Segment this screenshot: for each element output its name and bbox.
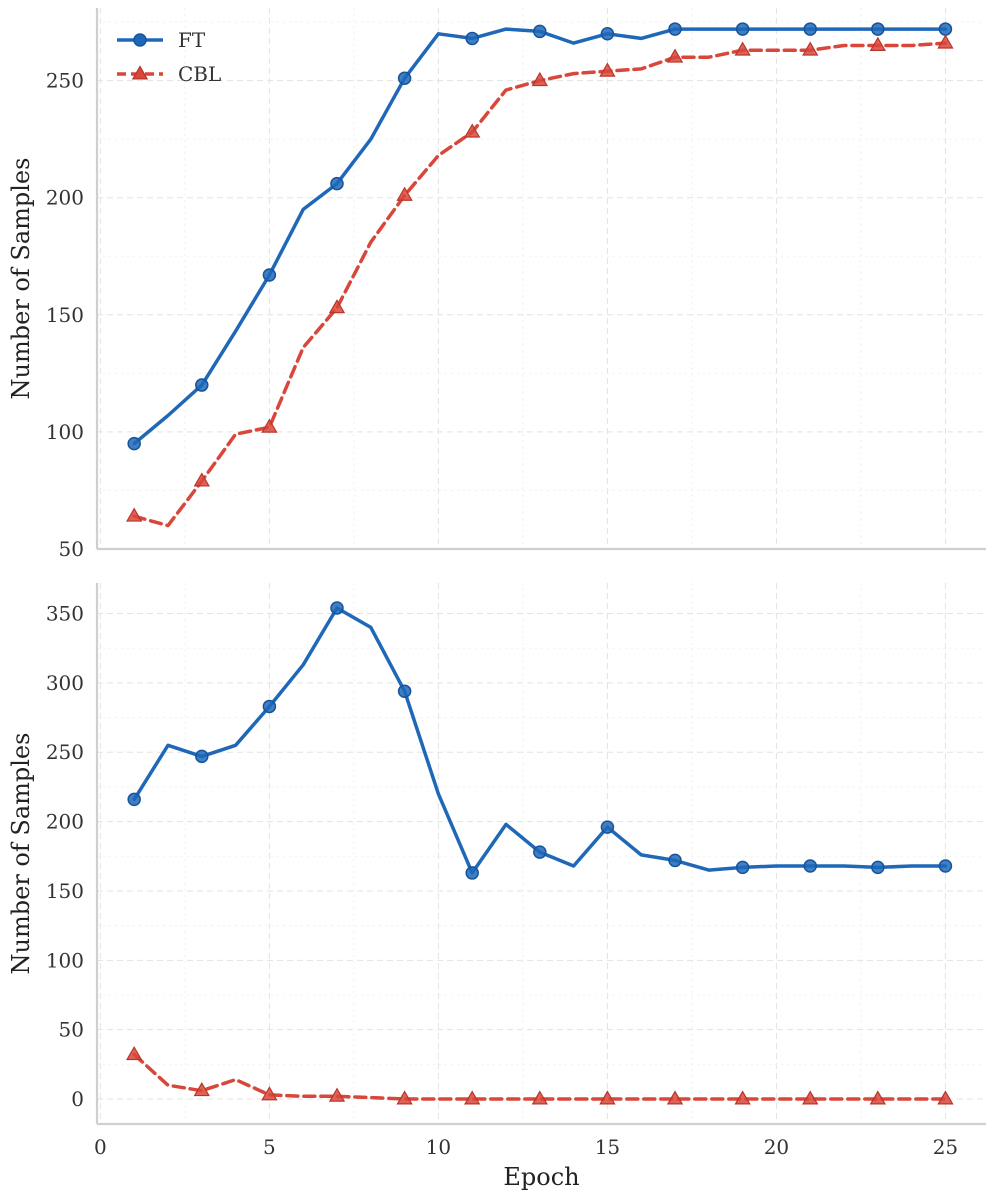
y-tick-label: 150: [46, 303, 84, 327]
data-point-ft: [735, 860, 750, 875]
data-point-cbl: [464, 123, 481, 138]
data-point-cbl: [396, 1090, 413, 1105]
y-tick-label: 0: [71, 1087, 84, 1111]
data-point-cbl: [734, 1090, 751, 1105]
legend: FT CBL: [117, 28, 221, 86]
data-point-cbl: [869, 1090, 886, 1105]
data-point-cbl: [193, 472, 210, 487]
series-cbl-panel2: [126, 1045, 954, 1105]
data-point-cbl: [666, 1090, 684, 1105]
data-point-ft: [803, 22, 817, 36]
y-tick-label: 300: [46, 671, 84, 695]
data-point-ft: [127, 792, 141, 807]
legend-label-ft: FT: [178, 28, 206, 52]
data-point-cbl: [802, 1090, 819, 1105]
data-point-ft: [465, 31, 479, 46]
data-point-ft: [668, 22, 682, 36]
data-point-ft: [600, 27, 615, 41]
y-axis-label: Number of Samples: [7, 733, 35, 975]
x-tick-label: 25: [933, 1135, 958, 1159]
data-point-cbl: [193, 1082, 210, 1097]
bottom-panel: 0 50 100 150 200 250 300 350 0 5 10 15 20 25 Epoch Numb…: [7, 583, 986, 1191]
data-point-ft: [668, 853, 682, 868]
data-point-ft: [397, 684, 412, 698]
x-tick-label: 0: [94, 1135, 107, 1159]
x-tick-label: 5: [263, 1135, 276, 1159]
x-tick-label: 10: [426, 1135, 451, 1159]
data-point-ft: [195, 749, 209, 764]
data-point-cbl: [734, 41, 751, 56]
y-tick-label: 100: [46, 420, 84, 444]
data-point-cbl: [396, 186, 413, 201]
y-tick-label: 200: [46, 186, 84, 210]
data-point-cbl: [937, 1090, 954, 1105]
series-ft-panel1: [127, 22, 953, 451]
data-point-ft: [871, 22, 885, 36]
legend-marker-cbl: [131, 65, 149, 80]
y-tick-label: 100: [46, 948, 84, 972]
data-point-ft: [533, 845, 547, 859]
data-point-cbl: [126, 1045, 143, 1061]
y-tick-label: 250: [46, 69, 84, 93]
data-point-cbl: [531, 1090, 548, 1105]
data-point-cbl: [599, 62, 616, 77]
y-tick-label: 250: [46, 740, 84, 764]
y-tick-label: 150: [46, 879, 84, 903]
y-tick-label: 50: [59, 537, 84, 561]
data-point-ft: [262, 268, 277, 282]
data-point-ft: [465, 866, 479, 880]
data-point-cbl: [937, 34, 954, 49]
series-cbl-panel1: [126, 34, 954, 528]
y-tick-label: 350: [46, 602, 84, 626]
data-point-cbl: [464, 1090, 481, 1105]
data-point-cbl: [126, 507, 143, 522]
x-axis-label: Epoch: [503, 1163, 579, 1191]
top-panel: 50 100 150 200 250 Number of Samples FT CBL: [7, 8, 986, 561]
x-tick-label: 20: [764, 1135, 789, 1159]
grid-panel1: [97, 8, 986, 550]
data-point-cbl: [599, 1090, 616, 1105]
data-point-ft: [533, 24, 547, 39]
legend-label-cbl: CBL: [178, 62, 221, 86]
data-point-ft: [803, 859, 817, 873]
data-point-ft: [262, 699, 277, 714]
data-point-cbl: [261, 1086, 278, 1101]
data-point-cbl: [869, 36, 886, 51]
data-point-ft: [735, 22, 750, 36]
data-point-cbl: [261, 418, 278, 433]
data-point-cbl: [328, 299, 346, 314]
data-point-cbl: [328, 1087, 346, 1102]
data-point-ft: [938, 859, 953, 873]
data-point-ft: [195, 378, 209, 392]
y-tick-label: 50: [59, 1018, 84, 1042]
x-tick-label: 15: [595, 1135, 620, 1159]
legend-marker-ft: [133, 33, 147, 47]
series-ft-panel2: [127, 601, 953, 880]
data-point-ft: [938, 22, 953, 36]
data-point-ft: [600, 820, 615, 834]
data-point-cbl: [802, 41, 819, 56]
series-line-ft: [132, 27, 948, 446]
data-point-ft: [330, 601, 344, 615]
data-point-ft: [397, 71, 412, 86]
y-tick-label: 200: [46, 810, 84, 834]
data-point-ft: [127, 436, 141, 451]
data-point-cbl: [666, 48, 684, 63]
series-line-cbl: [132, 41, 948, 528]
data-point-ft: [871, 860, 885, 875]
data-point-cbl: [531, 71, 548, 87]
data-point-ft: [330, 176, 344, 191]
y-axis-label: Number of Samples: [7, 158, 35, 400]
